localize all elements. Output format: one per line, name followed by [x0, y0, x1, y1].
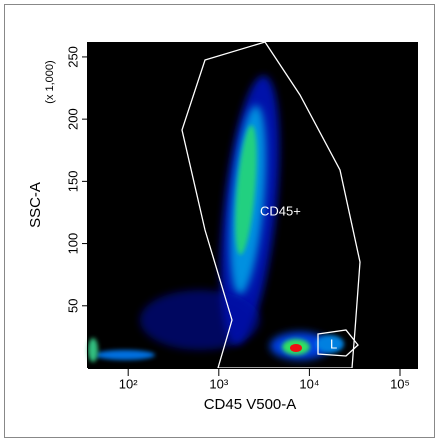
y-tick-label: 250 [65, 46, 80, 68]
y-multiplier: (x 1,000) [44, 60, 56, 103]
y-tick-label: 150 [65, 171, 80, 193]
gate-label: L [330, 336, 337, 351]
density-blob [235, 125, 257, 255]
x-tick-label: 10² [119, 376, 138, 391]
density [88, 75, 344, 362]
density-blob [140, 290, 260, 350]
gate-label: CD45+ [260, 203, 301, 218]
x-tick-label: 10⁵ [390, 376, 410, 391]
y-tick-label: 50 [65, 299, 80, 313]
gate-l [317, 329, 359, 357]
x-axis-label: CD45 V500-A [204, 396, 297, 413]
density-blob [316, 335, 344, 353]
density-blob [95, 350, 155, 360]
y-axis-label: SSC-A [27, 182, 44, 228]
y-tick-label: 200 [65, 108, 80, 130]
x-tick-label: 10³ [209, 376, 228, 391]
density-blob [290, 344, 302, 352]
density-blob [88, 338, 98, 362]
x-tick-label: 10⁴ [299, 376, 319, 391]
y-tick-label: 100 [65, 233, 80, 255]
